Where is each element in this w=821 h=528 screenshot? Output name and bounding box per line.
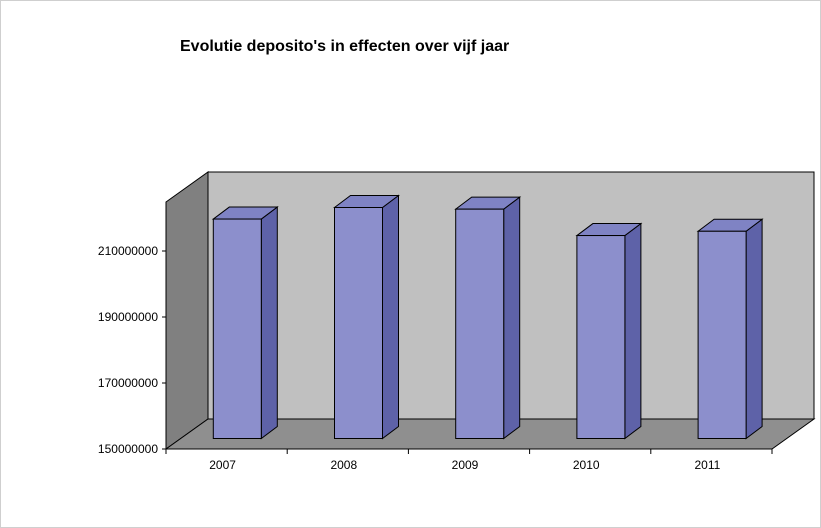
bar <box>696 218 764 440</box>
bar-front <box>212 218 262 439</box>
x-tick-label: 2008 <box>330 458 357 472</box>
y-tick-label: 190000000 <box>98 310 158 324</box>
bar-side <box>624 222 642 440</box>
x-axis-labels: 2007 2008 2009 2010 2011 <box>165 448 773 472</box>
bar <box>575 222 643 440</box>
bar-front <box>455 208 505 439</box>
bar <box>454 196 522 440</box>
x-tick-label: 2010 <box>573 458 600 472</box>
bar-side <box>745 218 763 440</box>
y-tick-label: 150000000 <box>98 442 158 456</box>
bar-front <box>334 207 383 439</box>
side-wall <box>165 171 209 450</box>
x-tick-label: 2009 <box>452 458 479 472</box>
bar-side <box>260 206 278 440</box>
bar-front <box>697 230 747 439</box>
bar <box>211 206 279 440</box>
bar-front <box>576 235 626 439</box>
y-axis-ticks: 150000000 170000000 190000000 210000000 <box>98 244 166 456</box>
bar-side <box>503 196 521 440</box>
y-tick-label: 170000000 <box>98 376 158 390</box>
bar-series <box>211 194 764 440</box>
x-tick-label: 2011 <box>694 458 720 472</box>
bar <box>333 194 400 440</box>
x-tick-label: 2007 <box>209 458 236 472</box>
y-tick-label: 210000000 <box>98 244 158 258</box>
chart-title: Evolutie deposito's in effecten over vij… <box>180 38 510 55</box>
bar-side <box>382 194 399 440</box>
